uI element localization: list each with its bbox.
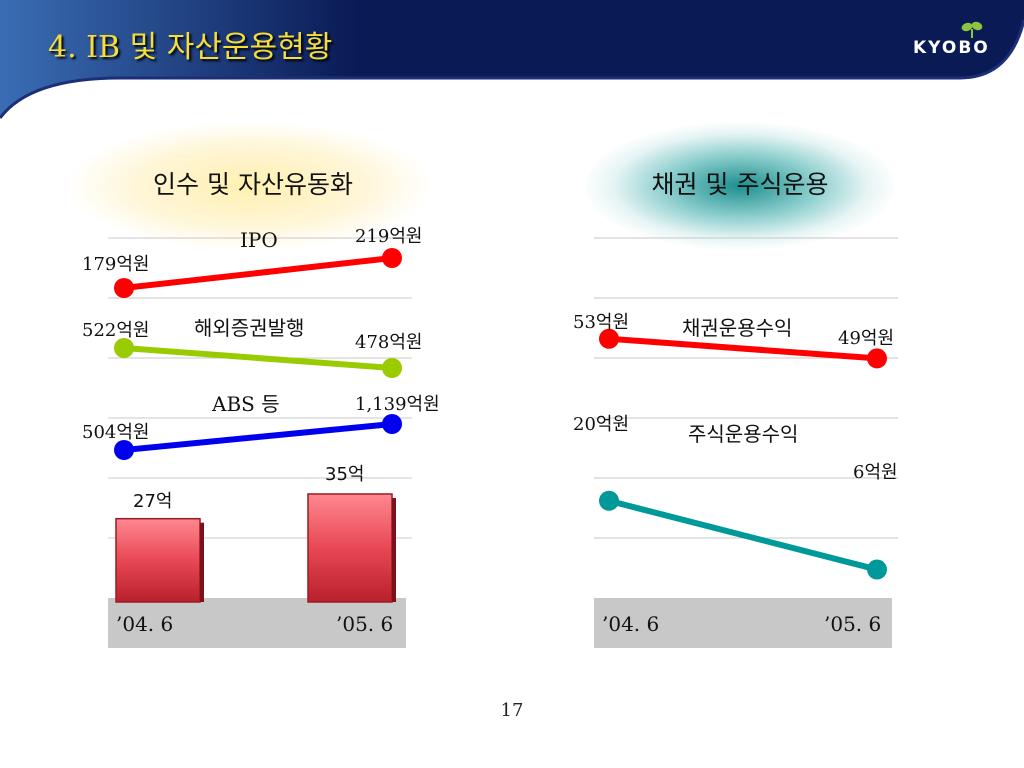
- bar-shadow-1: [392, 498, 396, 602]
- left-title-bubble: [70, 122, 430, 250]
- left-axis-band: [108, 598, 406, 648]
- stock-label-0: 20억원: [573, 414, 630, 435]
- overseas-line: [123, 345, 393, 371]
- series-name-ipo: IPO: [240, 228, 278, 252]
- overseas-label-0: 522억원: [82, 320, 150, 341]
- line-series: [114, 248, 887, 580]
- right-title-bubble: [585, 122, 895, 250]
- bond-label-0: 53억원: [573, 312, 630, 333]
- right-x-tick-1: ’05. 6: [824, 612, 882, 636]
- header-band: [0, 0, 1024, 119]
- bar-1: [307, 493, 393, 603]
- right-chart-title: 채권 및 주식운용: [651, 170, 829, 199]
- ipo-line: [123, 255, 393, 291]
- stock-line: [608, 497, 878, 573]
- abs-point-0: [114, 440, 134, 460]
- stock-point-0: [599, 490, 619, 511]
- left-x-tick-0: ’04. 6: [116, 612, 174, 636]
- series-name-abs: ABS 등: [212, 392, 280, 416]
- right-grid: [594, 237, 898, 539]
- overseas-point-1: [382, 358, 402, 378]
- series-name-overseas: 해외증권발행: [194, 316, 305, 340]
- abs-line: [123, 421, 393, 453]
- kyobo-logo: KYOBO: [913, 20, 993, 60]
- bar-label-0: 27억: [133, 491, 173, 512]
- left-chart-title: 인수 및 자산유동화: [153, 170, 353, 199]
- ipo-point-0: [114, 278, 134, 298]
- bar-0: [115, 517, 201, 603]
- stock-point-1: [867, 559, 887, 580]
- abs-point-1: [382, 414, 402, 434]
- bar-label-1: 35억: [325, 464, 365, 485]
- series-name-bond: 채권운용수익: [682, 316, 793, 340]
- bond-label-1: 49억원: [838, 328, 895, 349]
- sprout-icon: [961, 21, 983, 38]
- left-x-tick-1: ’05. 6: [336, 612, 394, 636]
- bond-line: [608, 335, 878, 362]
- page-number: 17: [500, 700, 524, 721]
- series-name-stock: 주식운용수익: [688, 422, 799, 446]
- ipo-point-1: [382, 248, 402, 268]
- right-x-tick-0: ’04. 6: [602, 612, 660, 636]
- abs-label-1: 1,139억원: [355, 394, 440, 415]
- slide-title: 4. IB 및 자산운용현황: [48, 30, 333, 65]
- ipo-label-1: 219억원: [355, 226, 423, 247]
- bond-point-1: [867, 348, 887, 369]
- right-axis-band: [594, 598, 892, 648]
- overseas-label-1: 478억원: [355, 332, 423, 353]
- bond-point-0: [599, 328, 619, 349]
- stock-label-1: 6억원: [853, 462, 898, 483]
- bar-shadow-0: [200, 522, 204, 602]
- logo-text: KYOBO: [913, 38, 990, 58]
- ipo-label-0: 179억원: [82, 254, 150, 275]
- abs-label-0: 504억원: [82, 422, 150, 443]
- bar-series: [115, 493, 396, 603]
- overseas-point-0: [114, 338, 134, 358]
